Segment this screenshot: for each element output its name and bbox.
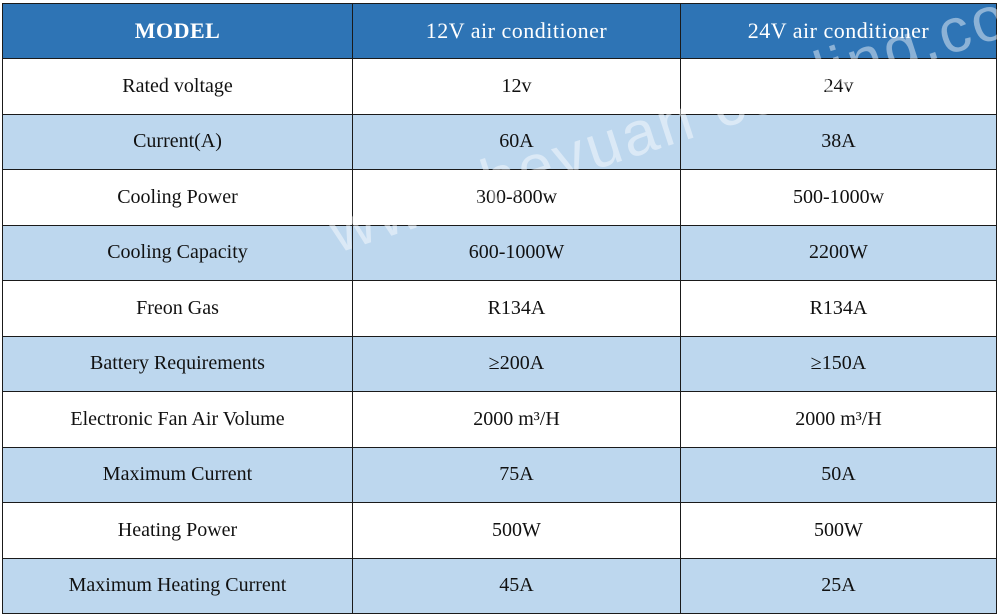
table-row: Heating Power 500W 500W — [2, 502, 997, 559]
header-24v: 24V air conditioner — [680, 3, 997, 59]
table-row: Rated voltage 12v 24v — [2, 58, 997, 115]
cell-24v: 2000 m³/H — [680, 391, 997, 448]
cell-12v: 75A — [352, 446, 681, 503]
cell-12v: 12v — [352, 58, 681, 115]
spec-table: MODEL 12V air conditioner 24V air condit… — [2, 3, 997, 614]
table-row: Battery Requirements ≥200A ≥150A — [2, 335, 997, 392]
cell-24v: 500W — [680, 502, 997, 559]
cell-24v: 2200W — [680, 224, 997, 281]
row-label: Current(A) — [2, 113, 353, 170]
cell-12v: 45A — [352, 557, 681, 614]
table-row: Maximum Current 75A 50A — [2, 446, 997, 503]
row-label: Cooling Power — [2, 169, 353, 226]
row-label: Cooling Capacity — [2, 224, 353, 281]
cell-24v: 500-1000w — [680, 169, 997, 226]
table-row: Maximum Heating Current 45A 25A — [2, 557, 997, 614]
cell-12v: ≥200A — [352, 335, 681, 392]
table-row: Freon Gas R134A R134A — [2, 280, 997, 337]
cell-24v: 24v — [680, 58, 997, 115]
header-12v: 12V air conditioner — [352, 3, 681, 59]
table-row: Cooling Capacity 600-1000W 2200W — [2, 224, 997, 281]
row-label: Electronic Fan Air Volume — [2, 391, 353, 448]
table-row: Current(A) 60A 38A — [2, 113, 997, 170]
cell-12v: 500W — [352, 502, 681, 559]
cell-24v: 50A — [680, 446, 997, 503]
row-label: Battery Requirements — [2, 335, 353, 392]
cell-12v: 600-1000W — [352, 224, 681, 281]
cell-24v: 38A — [680, 113, 997, 170]
row-label: Rated voltage — [2, 58, 353, 115]
row-label: Heating Power — [2, 502, 353, 559]
table-header-row: MODEL 12V air conditioner 24V air condit… — [2, 3, 997, 59]
row-label: Maximum Heating Current — [2, 557, 353, 614]
cell-12v: 300-800w — [352, 169, 681, 226]
row-label: Freon Gas — [2, 280, 353, 337]
cell-24v: ≥150A — [680, 335, 997, 392]
table-row: Cooling Power 300-800w 500-1000w — [2, 169, 997, 226]
cell-12v: 60A — [352, 113, 681, 170]
cell-24v: R134A — [680, 280, 997, 337]
table-row: Electronic Fan Air Volume 2000 m³/H 2000… — [2, 391, 997, 448]
header-model: MODEL — [2, 3, 353, 59]
cell-12v: R134A — [352, 280, 681, 337]
row-label: Maximum Current — [2, 446, 353, 503]
cell-12v: 2000 m³/H — [352, 391, 681, 448]
cell-24v: 25A — [680, 557, 997, 614]
